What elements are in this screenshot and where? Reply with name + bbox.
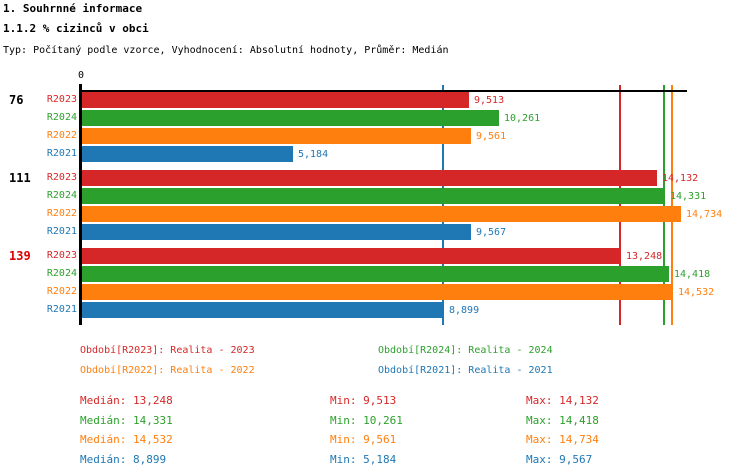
bar-value-label: 14,418	[674, 269, 711, 280]
stat-max-R2023: Max: 14,132	[526, 394, 599, 407]
group-label: 76	[9, 93, 24, 107]
x-axis-top-line	[81, 90, 687, 92]
median-line-R2021	[442, 85, 444, 325]
bar-111-R2023	[82, 170, 657, 186]
stat-min-R2021: Min: 5,184	[330, 453, 397, 466]
legend-item-R2022: Období[R2022]: Realita - 2022	[80, 365, 255, 376]
group-label: 111	[9, 171, 31, 185]
bar-value-label: 9,561	[476, 131, 507, 142]
stat-max-R2021: Max: 9,567	[526, 453, 593, 466]
bar-76-R2023	[82, 92, 469, 108]
series-row-label: R2021	[46, 226, 77, 237]
bar-value-label: 9,567	[476, 227, 507, 238]
series-row-label: R2021	[46, 148, 77, 159]
series-row-label: R2022	[46, 286, 77, 297]
bar-value-label: 14,331	[670, 191, 707, 202]
series-row-label: R2021	[46, 304, 77, 315]
series-row-label: R2023	[46, 94, 77, 105]
stat-min-R2023: Min: 9,513	[330, 394, 397, 407]
stat-median-R2024: Medián: 14,331	[80, 414, 173, 427]
bar-76-R2024	[82, 110, 499, 126]
bar-76-R2021	[82, 146, 293, 162]
stat-max-R2022: Max: 14,734	[526, 433, 599, 446]
legend-item-R2024: Období[R2024]: Realita - 2024	[378, 345, 553, 356]
bar-value-label: 9,513	[474, 95, 505, 106]
series-row-label: R2024	[46, 112, 77, 123]
stat-min-R2024: Min: 10,261	[330, 414, 403, 427]
stat-max-R2024: Max: 14,418	[526, 414, 599, 427]
series-row-label: R2022	[46, 208, 77, 219]
bar-value-label: 14,132	[662, 173, 699, 184]
bar-value-label: 14,734	[686, 209, 723, 220]
bar-value-label: 14,532	[678, 287, 715, 298]
median-line-R2023	[619, 85, 621, 325]
bar-139-R2021	[82, 302, 444, 318]
bar-value-label: 5,184	[298, 149, 329, 160]
page-title: 1. Souhrnné informace	[3, 2, 143, 15]
bar-139-R2022	[82, 284, 673, 300]
group-label: 139	[9, 249, 31, 263]
bar-76-R2022	[82, 128, 471, 144]
legend-item-R2021: Období[R2021]: Realita - 2021	[378, 365, 553, 376]
stat-median-R2021: Medián: 8,899	[80, 453, 167, 466]
axis-origin-label: 0	[77, 70, 85, 81]
bar-value-label: 10,261	[504, 113, 541, 124]
series-row-label: R2022	[46, 130, 77, 141]
bar-value-label: 8,899	[449, 305, 480, 316]
bar-139-R2024	[82, 266, 669, 282]
series-row-label: R2023	[46, 250, 77, 261]
legend-item-R2023: Období[R2023]: Realita - 2023	[80, 345, 255, 356]
median-line-R2022	[671, 85, 673, 325]
bar-111-R2022	[82, 206, 681, 222]
series-row-label: R2024	[46, 268, 77, 279]
bar-111-R2021	[82, 224, 471, 240]
bar-139-R2023	[82, 248, 621, 264]
stat-median-R2022: Medián: 14,532	[80, 433, 173, 446]
bar-value-label: 13,248	[626, 251, 663, 262]
median-line-R2024	[663, 85, 665, 325]
bar-111-R2024	[82, 188, 665, 204]
chart-meta-line: Typ: Počítaný podle vzorce, Vyhodnocení:…	[3, 45, 449, 56]
stat-median-R2023: Medián: 13,248	[80, 394, 173, 407]
series-row-label: R2023	[46, 172, 77, 183]
stat-min-R2022: Min: 9,561	[330, 433, 397, 446]
series-row-label: R2024	[46, 190, 77, 201]
chart-subtitle: 1.1.2 % cizinců v obci	[3, 22, 149, 35]
y-axis-line	[79, 84, 82, 325]
